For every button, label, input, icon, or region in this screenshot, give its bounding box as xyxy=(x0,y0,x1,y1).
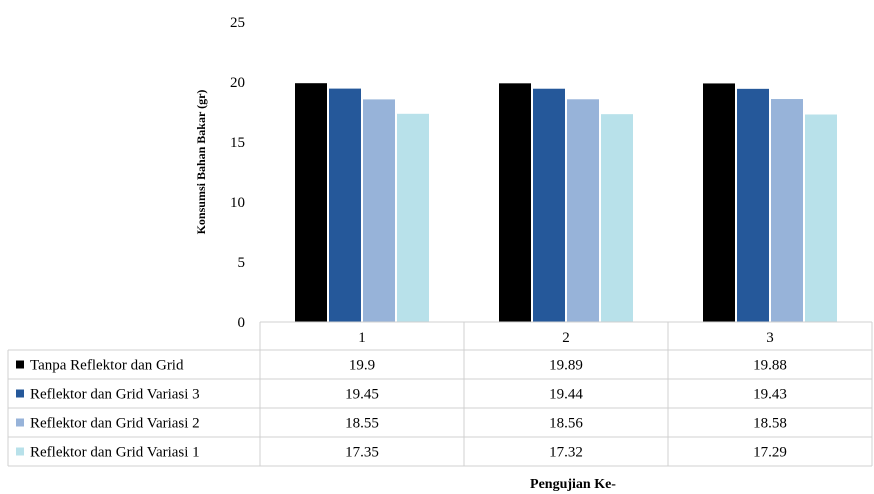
table-value-s3-c2: 18.56 xyxy=(549,416,583,432)
legend-key-3 xyxy=(16,418,24,427)
bar-s4-c3 xyxy=(805,114,837,323)
bar-s3-c2 xyxy=(567,99,599,322)
bar-s3-c3 xyxy=(771,99,803,322)
table-value-s4-c2: 17.32 xyxy=(549,445,583,461)
y-tick-label-3: 15 xyxy=(230,135,245,151)
legend-key-4 xyxy=(16,447,24,456)
bar-s1-c3 xyxy=(703,83,735,322)
legend-label-2: Reflektor dan Grid Variasi 3 xyxy=(30,387,200,403)
legend-label-1: Tanpa Reflektor dan Grid xyxy=(30,358,184,374)
x-axis-label: Pengujian Ke- xyxy=(530,477,616,492)
table-value-s1-c3: 19.88 xyxy=(753,358,787,374)
y-axis-label: Konsumsi Bahan Bakar (gr) xyxy=(194,90,208,235)
y-tick-label-0: 0 xyxy=(238,315,246,331)
legend-label-3: Reflektor dan Grid Variasi 2 xyxy=(30,416,200,432)
table-value-s3-c3: 18.58 xyxy=(753,416,787,432)
bar-s1-c1 xyxy=(295,83,327,322)
table-value-s2-c3: 19.43 xyxy=(753,387,787,403)
table-value-s1-c2: 19.89 xyxy=(549,358,583,374)
bars xyxy=(295,83,837,323)
bar-s2-c2 xyxy=(533,88,565,322)
table-value-s2-c1: 19.45 xyxy=(345,387,379,403)
data-table: 1 2 3 Tanpa Reflektor dan Grid 19.9 19.89 19.8… xyxy=(7,321,873,467)
y-tick-label-2: 10 xyxy=(230,195,245,211)
legend-key-2 xyxy=(16,389,24,398)
y-tick-label-4: 20 xyxy=(230,75,245,91)
bar-s1-c2 xyxy=(499,83,531,322)
bar-s3-c1 xyxy=(363,99,395,323)
table-value-s1-c1: 19.9 xyxy=(349,358,375,374)
category-label-2: 2 xyxy=(562,330,570,346)
bar-s4-c2 xyxy=(601,114,633,322)
category-label-1: 1 xyxy=(358,330,366,346)
table-value-s4-c3: 17.29 xyxy=(753,445,787,461)
legend-key-1 xyxy=(16,360,24,369)
bar-s4-c1 xyxy=(397,113,429,322)
table-value-s2-c2: 19.44 xyxy=(549,387,583,403)
legend-label-4: Reflektor dan Grid Variasi 1 xyxy=(30,445,200,461)
bar-s2-c1 xyxy=(329,88,361,322)
category-label-3: 3 xyxy=(766,330,774,346)
y-axis: 0 5 10 15 20 25 xyxy=(230,15,245,331)
table-value-s4-c1: 17.35 xyxy=(345,445,379,461)
bar-s2-c3 xyxy=(737,88,769,322)
y-tick-label-1: 5 xyxy=(238,255,246,271)
y-tick-label-5: 25 xyxy=(230,15,245,31)
table-value-s3-c1: 18.55 xyxy=(345,416,379,432)
